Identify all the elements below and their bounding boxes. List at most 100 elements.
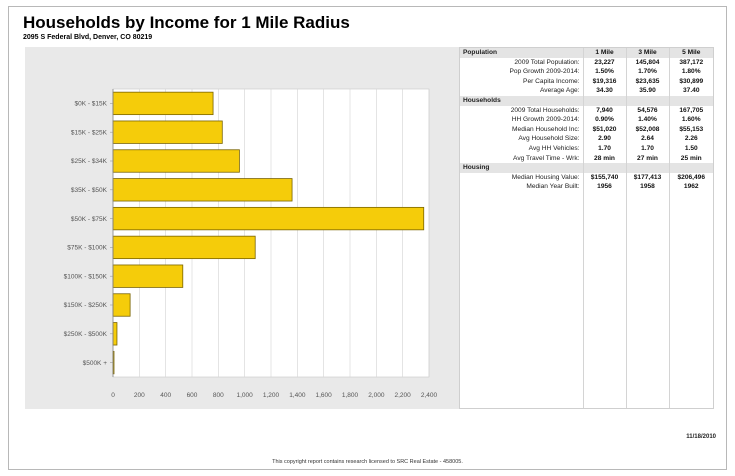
row-label: 2009 Total Households: [510, 106, 580, 114]
x-tick-label: 1,800 [342, 392, 359, 399]
report-page: Households by Income for 1 Mile Radius 2… [8, 6, 727, 470]
bar [112, 293, 131, 317]
table-row: Median Year Built: 1956 1958 1962 [460, 182, 713, 192]
row-label: HH Growth 2009-2014: [511, 116, 580, 124]
row-value: 1958 [625, 182, 669, 192]
row-label: Avg Household Size: [518, 135, 580, 143]
table-row: 2009 Total Households: 7,940 54,576 167,705 [460, 105, 713, 116]
column-header: 3 Mile [625, 48, 669, 58]
row-label: Avg HH Vehicles: [528, 144, 580, 152]
section-spacer [625, 163, 669, 173]
row-label: Median Household Inc: [512, 125, 580, 133]
row-value: 1.70 [625, 143, 669, 154]
table-row: Average Age: 34.30 35.90 37.40 [460, 86, 713, 96]
x-tick-label: 1,400 [289, 392, 306, 399]
y-tick-label: $150K - $250K [64, 302, 108, 309]
demographics-table: Population 1 Mile 3 Mile 5 Mile 2009 Total P… [459, 47, 714, 409]
table-row: Avg HH Vehicles: 1.70 1.70 1.50 [460, 143, 713, 154]
section-spacer [582, 163, 626, 173]
table-row: Pop Growth 2009-2014: 1.50% 1.70% 1.80% [460, 67, 713, 77]
row-value: 2.90 [582, 134, 626, 144]
row-label: Pop Growth 2009-2014: [509, 68, 580, 76]
x-tick-label: 2,000 [368, 392, 385, 399]
row-value: $52,008 [625, 124, 669, 135]
x-tick-label: 600 [187, 392, 198, 399]
row-value: 1.70% [625, 67, 669, 77]
table-row: Avg Household Size: 2.90 2.64 2.26 [460, 134, 713, 144]
x-tick-label: 1,000 [237, 392, 254, 399]
report-date: 11/18/2010 [686, 434, 716, 440]
bar [112, 178, 293, 202]
section-spacer [582, 95, 626, 106]
row-value: 1.60% [668, 115, 713, 125]
row-value: 27 min [625, 153, 669, 164]
bar [112, 91, 214, 116]
table-row: HH Growth 2009-2014: 0.90% 1.40% 1.60% [460, 115, 713, 125]
y-tick-label: $25K - $34K [71, 158, 108, 165]
table-row: Median Housing Value: $155,740 $177,413 $20… [460, 172, 713, 183]
x-tick-label: 2,400 [421, 392, 438, 399]
row-label: Median Year Built: [526, 183, 580, 191]
row-value: 2.26 [668, 134, 713, 144]
row-value: 1.50 [668, 143, 713, 154]
table-row: Median Household Inc: $51,020 $52,008 $55,1… [460, 124, 713, 135]
section-header-row: Households [460, 95, 713, 106]
row-value: $177,413 [625, 172, 669, 183]
section-header-row: Population 1 Mile 3 Mile 5 Mile [460, 48, 713, 58]
row-value: $51,020 [582, 124, 626, 135]
y-tick-label: $500K + [83, 360, 108, 367]
bar [112, 264, 184, 288]
section-title: Households [460, 95, 583, 106]
income-bar-chart: 0 200 400 600 800 1,000 1,200 1,400 1,600 1,800 2,… [64, 88, 438, 399]
bar [112, 206, 425, 231]
row-value: 23,227 [582, 57, 626, 68]
section-header-row: Housing [460, 163, 713, 173]
section-title: Housing [460, 163, 583, 173]
y-tick-label: $75K - $100K [67, 245, 107, 252]
x-tick-label: 2,200 [395, 392, 412, 399]
row-value: $155,740 [582, 172, 626, 183]
row-value: 25 min [668, 153, 713, 164]
section-title: Population [460, 48, 583, 58]
y-tick-label: $250K - $500K [64, 331, 108, 338]
table-row: Per Capita Income: $19,316 $23,635 $30,899 [460, 76, 713, 87]
section-spacer [625, 95, 669, 106]
row-value: $19,316 [582, 76, 626, 87]
row-label: Median Housing Value: [511, 173, 580, 181]
x-tick-label: 200 [134, 392, 145, 399]
row-value: 1956 [582, 182, 626, 192]
bar [112, 149, 240, 173]
row-value: 145,804 [625, 57, 669, 68]
row-value: $206,496 [668, 172, 713, 183]
row-value: 1.70 [582, 143, 626, 154]
column-header: 1 Mile [582, 48, 626, 58]
bar [112, 120, 223, 144]
row-value: 28 min [582, 153, 626, 164]
row-value: 167,705 [668, 105, 713, 116]
row-value: 387,172 [668, 57, 713, 68]
row-value: 54,576 [625, 105, 669, 116]
row-value: $30,899 [668, 76, 713, 87]
bar [112, 322, 118, 346]
row-value: $55,153 [668, 124, 713, 135]
x-tick-label: 1,200 [263, 392, 280, 399]
column-header: 5 Mile [668, 48, 713, 58]
report-address: 2095 S Federal Blvd, Denver, CO 80219 [23, 34, 153, 41]
row-value: 34.30 [582, 86, 626, 96]
row-value: 35.90 [625, 86, 669, 96]
income-chart-panel: 0 200 400 600 800 1,000 1,200 1,400 1,600 1,800 2,… [25, 47, 459, 409]
bar [112, 235, 256, 260]
row-label: Average Age: [540, 87, 580, 95]
section-spacer [668, 163, 713, 173]
row-value: 1.50% [582, 67, 626, 77]
table-row: Avg Travel Time - Wrk: 28 min 27 min 25 min [460, 153, 713, 164]
row-value: 1.80% [668, 67, 713, 77]
x-tick-label: 400 [160, 392, 171, 399]
x-tick-label: 800 [213, 392, 224, 399]
row-label: Avg Travel Time - Wrk: [513, 154, 580, 162]
copyright-note: This copyright report contains research … [272, 459, 463, 465]
row-value: 1962 [668, 182, 713, 192]
y-tick-label: $100K - $150K [64, 273, 108, 280]
x-tick-label: 1,600 [316, 392, 333, 399]
row-value: $23,635 [625, 76, 669, 87]
